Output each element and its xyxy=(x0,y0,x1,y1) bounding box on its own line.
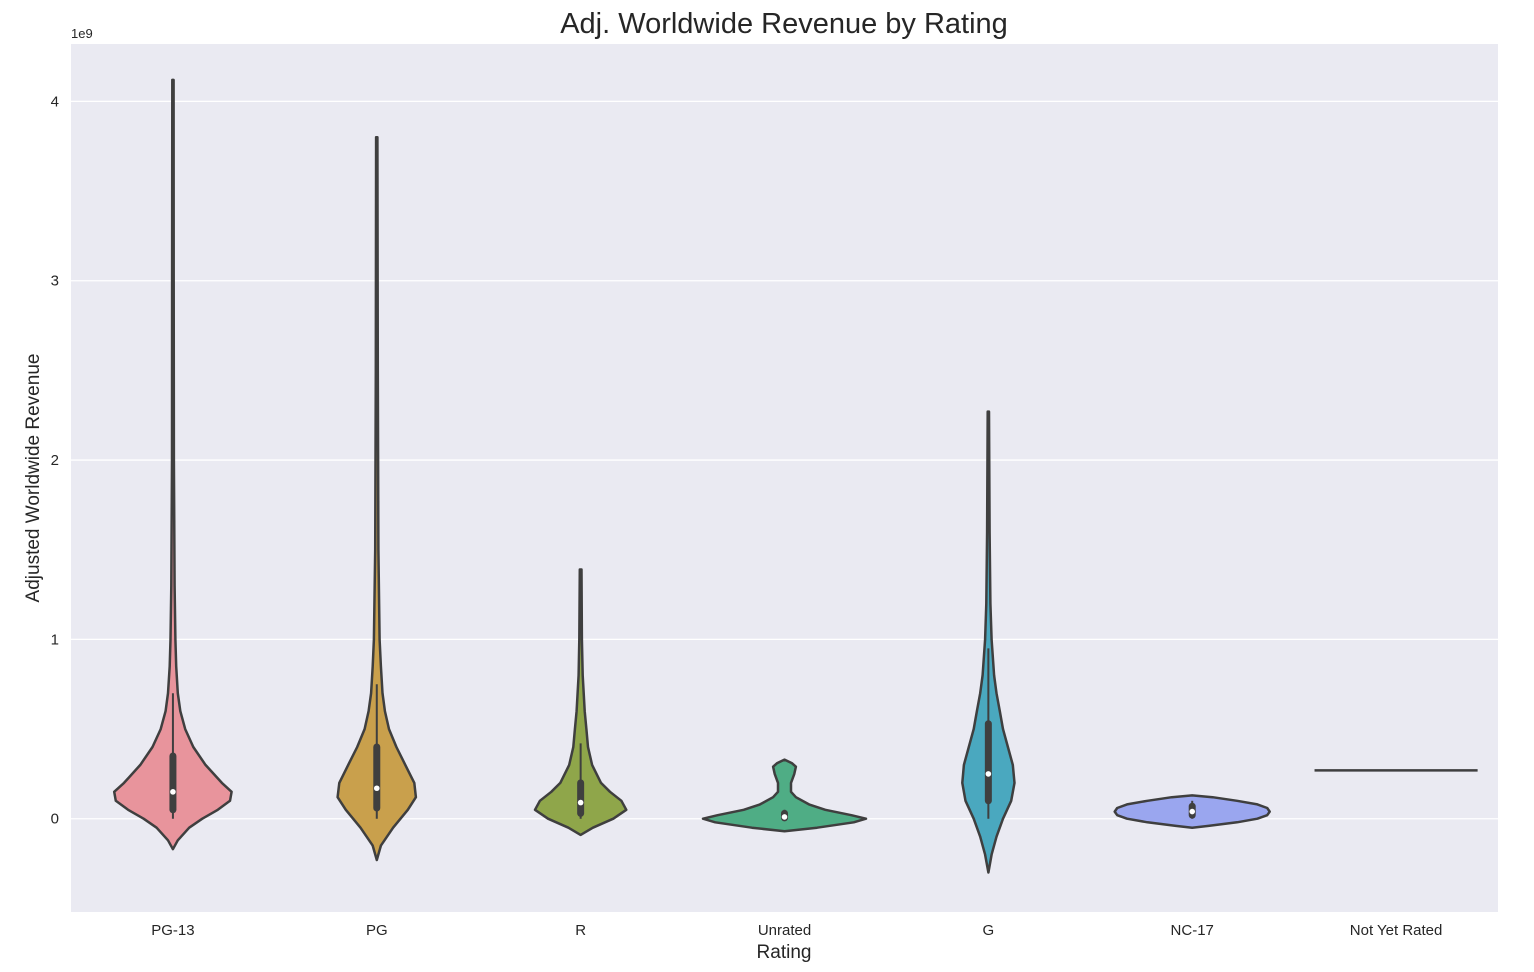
x-tick-label: PG xyxy=(366,922,388,939)
violin-nc-17 xyxy=(1113,794,1271,829)
x-tick-label: Not Yet Rated xyxy=(1350,922,1443,939)
violin-pg-13 xyxy=(112,78,233,851)
chart-title: Adj. Worldwide Revenue by Rating xyxy=(560,8,1008,40)
violin-median xyxy=(577,799,584,806)
x-tick-label: G xyxy=(983,922,995,939)
y-tick-labels: 0 1 2 3 4 xyxy=(51,93,59,827)
violin-pg xyxy=(336,136,418,862)
violin-body xyxy=(112,78,233,851)
violin-body xyxy=(961,410,1016,874)
y-tick-label: 3 xyxy=(51,273,59,290)
y-tick-label: 2 xyxy=(51,452,59,469)
violin-median xyxy=(1189,808,1196,815)
x-tick-label: NC-17 xyxy=(1171,922,1214,939)
x-axis-label: Rating xyxy=(757,942,812,963)
violin-median xyxy=(781,814,788,820)
x-tick-label: PG-13 xyxy=(151,922,194,939)
violin-g xyxy=(961,410,1016,874)
x-tick-labels: PG-13 PG R Unrated G NC-17 Not Yet Rated xyxy=(151,922,1442,939)
violin-body xyxy=(533,568,628,837)
violin-median xyxy=(170,789,176,795)
violin-r xyxy=(533,568,628,837)
violin-body xyxy=(701,758,868,833)
violin-body xyxy=(336,136,418,862)
x-tick-label: R xyxy=(575,922,586,939)
y-tick-label: 1 xyxy=(51,631,59,648)
y-offset-label: 1e9 xyxy=(71,26,93,41)
y-tick-label: 4 xyxy=(51,93,59,110)
x-tick-label: Unrated xyxy=(758,922,811,939)
violin-unrated xyxy=(701,758,868,833)
violins xyxy=(112,78,1478,874)
violin-median xyxy=(373,785,380,792)
violin-median xyxy=(985,771,992,777)
y-axis-label: Adjusted Worldwide Revenue xyxy=(23,354,44,603)
y-tick-label: 0 xyxy=(51,811,59,828)
